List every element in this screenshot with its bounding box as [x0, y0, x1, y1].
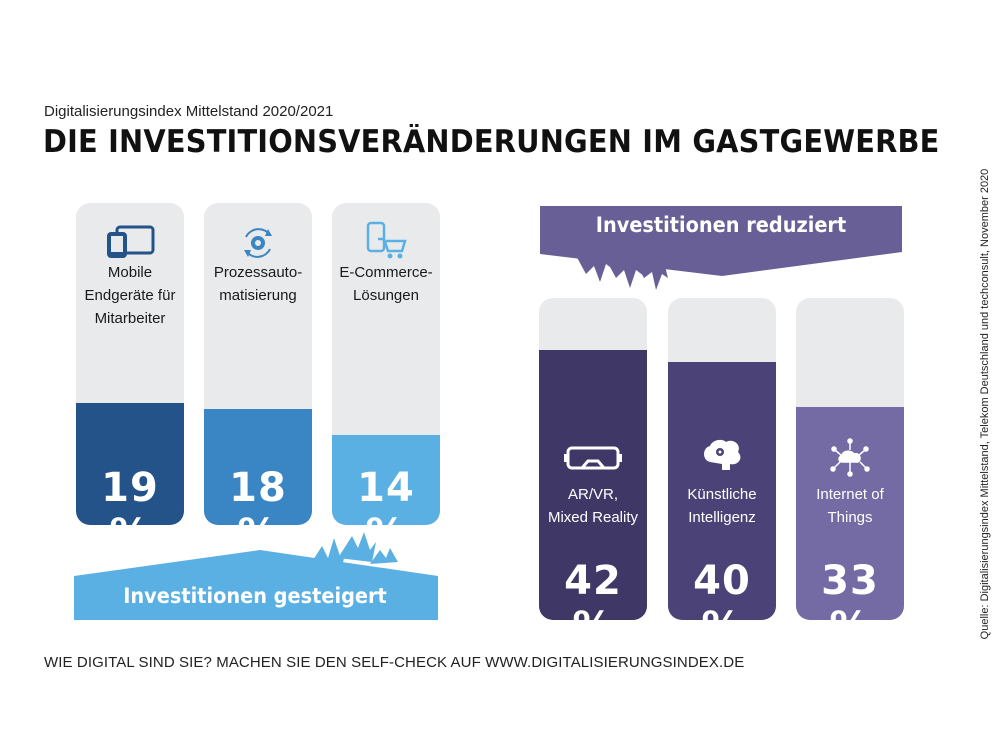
bar-ar-vr — [539, 350, 647, 620]
decreased-banner — [540, 206, 902, 290]
label-ecommerce: E-Commerce- Lösungen — [339, 264, 433, 304]
down-arrows-icon — [574, 252, 668, 290]
value-ecommerce: 14 % — [357, 465, 415, 525]
iot-network-icon — [796, 438, 904, 483]
vr-headset-icon — [539, 446, 647, 477]
mobile-devices-icon — [76, 225, 184, 264]
bar-ai — [668, 362, 776, 620]
card-iot: Internet of Things 33 % — [796, 298, 904, 620]
bar-mobile-devices — [76, 403, 184, 525]
increased-banner-label: Investitionen gesteigert — [123, 584, 387, 608]
card-ar-vr: AR/VR, Mixed Reality 42 % — [539, 298, 647, 620]
label-mobile-devices: Mobile Endgeräte für Mitarbeiter — [84, 264, 176, 327]
chart-title: DIE INVESTITIONSVERÄNDERUNGEN IM GASTGEW… — [43, 124, 940, 160]
chart-subtitle: Digitalisierungsindex Mittelstand 2020/2… — [44, 103, 334, 120]
card-mobile-devices: Mobile Endgeräte für Mitarbeiter 19 % — [76, 203, 184, 525]
value-process-automation: 18 % — [229, 465, 287, 525]
up-arrows-icon — [308, 532, 398, 568]
ecommerce-cart-icon — [332, 221, 440, 266]
card-ecommerce: E-Commerce- Lösungen 14 % — [332, 203, 440, 525]
card-ai: Künstliche Intelligenz 40 % — [668, 298, 776, 620]
increased-banner — [74, 532, 438, 620]
decreased-banner-label: Investitionen reduziert — [595, 213, 847, 237]
label-iot: Internet of Things — [816, 486, 884, 526]
process-automation-icon — [204, 223, 312, 268]
label-process-automation: Prozessauto- matisierung — [213, 264, 303, 304]
label-ai: Künstliche Intelligenz — [687, 486, 757, 526]
bar-ecommerce — [332, 435, 440, 525]
source-note: Quelle: Digitalisierungsindex Mittelstan… — [979, 168, 991, 640]
value-ai: 40 % — [693, 558, 751, 620]
label-ar-vr: AR/VR, Mixed Reality — [547, 486, 639, 526]
value-mobile-devices: 19 % — [101, 465, 159, 525]
bar-process-automation — [204, 409, 312, 525]
card-process-automation: Prozessauto- matisierung 18 % — [204, 203, 312, 525]
footer-cta: WIE DIGITAL SIND SIE? MACHEN SIE DEN SEL… — [44, 654, 745, 671]
brain-ai-icon — [668, 438, 776, 477]
value-iot: 33 % — [821, 558, 879, 620]
value-ar-vr: 42 % — [564, 558, 622, 620]
